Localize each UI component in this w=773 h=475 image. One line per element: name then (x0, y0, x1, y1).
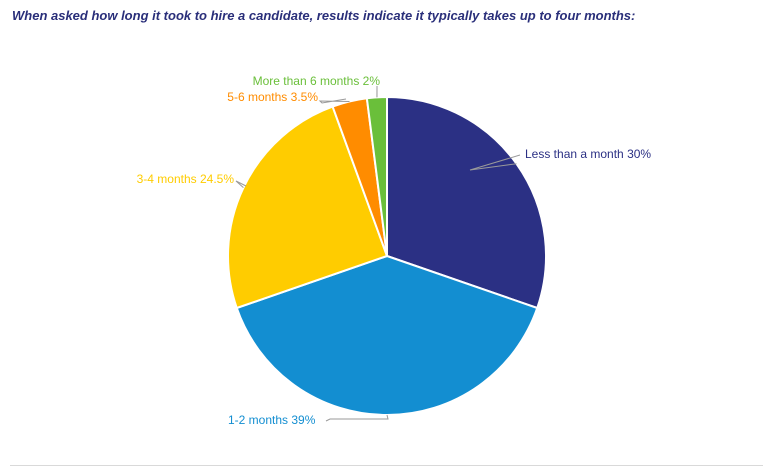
slice-label: 3-4 months 24.5% (137, 172, 235, 186)
leader-line (318, 98, 350, 104)
leader-line (235, 180, 247, 189)
slice-labels: Less than a month 30% 1-2 months 39% 3-4 m… (137, 74, 652, 427)
pie-slices (227, 95, 547, 416)
slice-label: Less than a month 30% (525, 147, 651, 161)
chart-title: When asked how long it took to hire a ca… (12, 8, 636, 23)
leader-line (469, 154, 521, 171)
slice-label: 5-6 months 3.5% (227, 90, 318, 104)
slice-label: More than 6 months 2% (253, 74, 381, 88)
pie-slice-3-4-months (227, 105, 389, 310)
leader-line (325, 414, 389, 422)
pie-slice-more-than-6-months (365, 95, 388, 257)
slice-label: 1-2 months 39% (228, 413, 316, 427)
leader-lines (235, 85, 521, 422)
pie-slice-1-2-months (235, 254, 539, 416)
bottom-divider (10, 465, 763, 466)
